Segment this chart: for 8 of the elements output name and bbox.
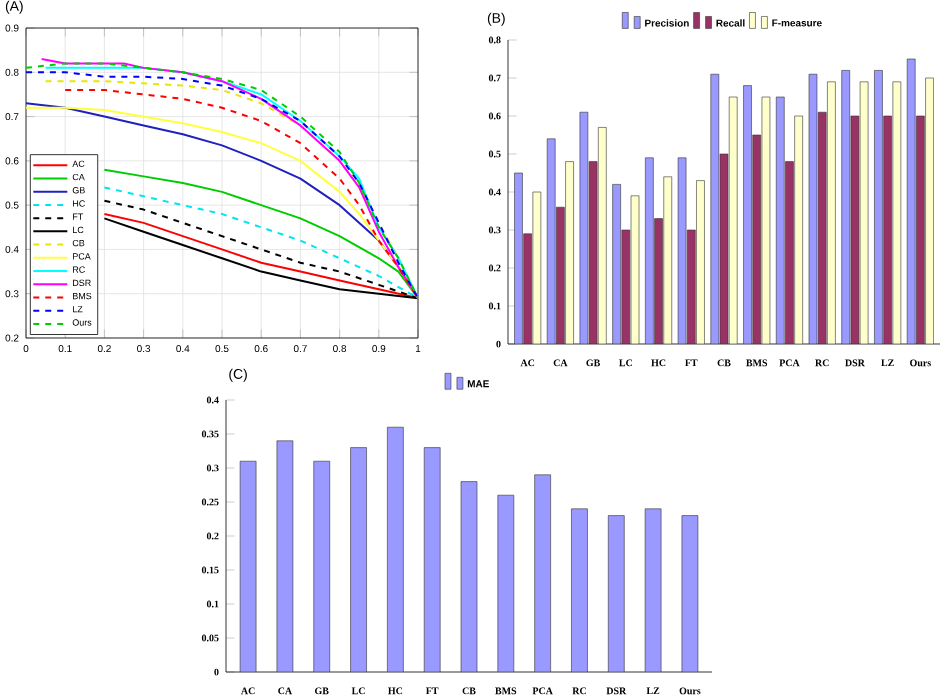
bar (497, 494, 515, 672)
bar (387, 426, 404, 672)
bar (607, 515, 625, 672)
bar (350, 447, 367, 672)
bar (423, 447, 441, 672)
bar (313, 460, 331, 672)
bar (534, 474, 551, 672)
bar (571, 508, 588, 672)
